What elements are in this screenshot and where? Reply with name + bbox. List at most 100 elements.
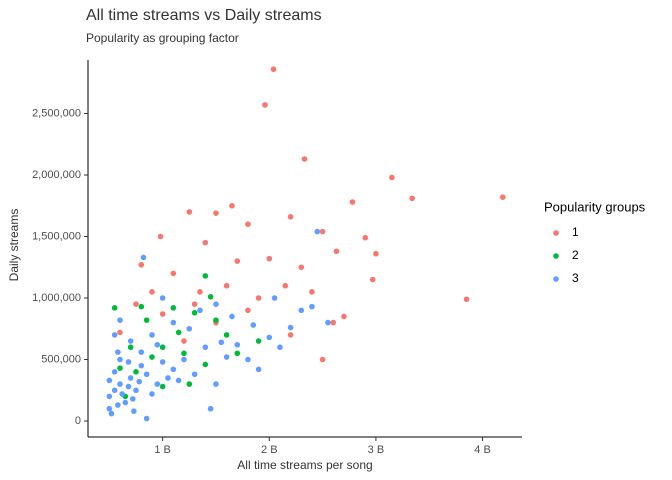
point	[282, 282, 289, 289]
point	[186, 325, 193, 332]
point	[149, 289, 155, 295]
point	[287, 214, 294, 220]
point	[138, 261, 145, 268]
point	[159, 344, 166, 351]
point	[373, 250, 379, 257]
point	[165, 375, 171, 381]
point	[202, 344, 209, 351]
point	[223, 354, 230, 360]
point	[319, 356, 326, 363]
legend-title: Popularity groups	[544, 199, 646, 214]
point	[389, 174, 395, 181]
point	[213, 210, 219, 216]
point	[463, 296, 470, 303]
point	[287, 332, 294, 338]
point	[309, 303, 315, 310]
point	[159, 359, 166, 365]
point	[154, 341, 161, 348]
point	[106, 377, 113, 384]
point	[138, 303, 145, 310]
legend-marker	[553, 253, 559, 259]
point	[111, 305, 118, 311]
point	[409, 195, 415, 202]
point	[255, 366, 262, 373]
point	[115, 349, 121, 355]
point	[143, 371, 150, 378]
point	[298, 307, 305, 314]
point	[131, 408, 137, 414]
point	[117, 365, 123, 371]
point	[186, 381, 193, 387]
point	[119, 391, 125, 397]
point	[117, 317, 123, 323]
point	[157, 233, 164, 240]
point	[197, 307, 203, 314]
point	[218, 339, 225, 346]
point	[133, 301, 139, 307]
point	[213, 381, 219, 387]
point	[270, 66, 277, 73]
point	[159, 383, 166, 390]
point	[202, 239, 209, 246]
point	[266, 255, 273, 262]
point	[202, 361, 209, 368]
point	[111, 332, 118, 338]
point	[154, 381, 161, 387]
point	[223, 282, 230, 289]
point	[191, 371, 198, 378]
point	[229, 313, 235, 320]
point	[175, 377, 182, 384]
point	[314, 228, 321, 235]
legend-label: 1	[572, 225, 579, 239]
point	[181, 338, 187, 344]
point	[191, 309, 198, 316]
point	[266, 334, 273, 341]
y-tick-label: 2,000,000	[32, 169, 81, 181]
chart-title: All time streams vs Daily streams	[86, 7, 322, 24]
point	[298, 264, 305, 271]
point	[133, 369, 139, 375]
legend-marker	[553, 276, 559, 282]
point	[122, 399, 129, 406]
point	[136, 378, 142, 385]
x-tick-label: 2 B	[261, 444, 278, 456]
point	[115, 402, 121, 408]
point	[133, 387, 139, 394]
point	[197, 289, 203, 295]
point	[309, 289, 315, 295]
x-axis-title: All time streams per song	[237, 458, 372, 472]
point	[234, 258, 241, 264]
point	[202, 273, 209, 279]
point	[170, 319, 177, 326]
point	[250, 322, 257, 328]
legend-marker	[553, 230, 559, 236]
point	[330, 319, 337, 326]
x-tick-label: 1 B	[154, 444, 171, 456]
point	[369, 276, 376, 283]
point	[149, 332, 155, 338]
point	[127, 375, 134, 381]
legend-label: 3	[572, 271, 579, 285]
point	[106, 393, 113, 400]
point	[140, 254, 147, 261]
legend-label: 2	[572, 248, 579, 262]
point	[325, 319, 331, 326]
point	[255, 338, 262, 344]
point	[127, 344, 134, 351]
point	[349, 199, 356, 205]
point	[159, 311, 166, 317]
point	[143, 415, 150, 422]
point	[287, 324, 294, 331]
point	[245, 221, 251, 228]
y-tick-label: 1,500,000	[32, 230, 81, 242]
y-tick-label: 1,000,000	[32, 292, 81, 304]
point	[111, 369, 118, 375]
point	[108, 410, 115, 417]
point	[362, 234, 369, 241]
point	[149, 391, 155, 397]
y-axis-title: Daily streams	[7, 209, 21, 282]
point	[255, 295, 262, 301]
point	[159, 295, 166, 301]
point	[207, 405, 214, 412]
